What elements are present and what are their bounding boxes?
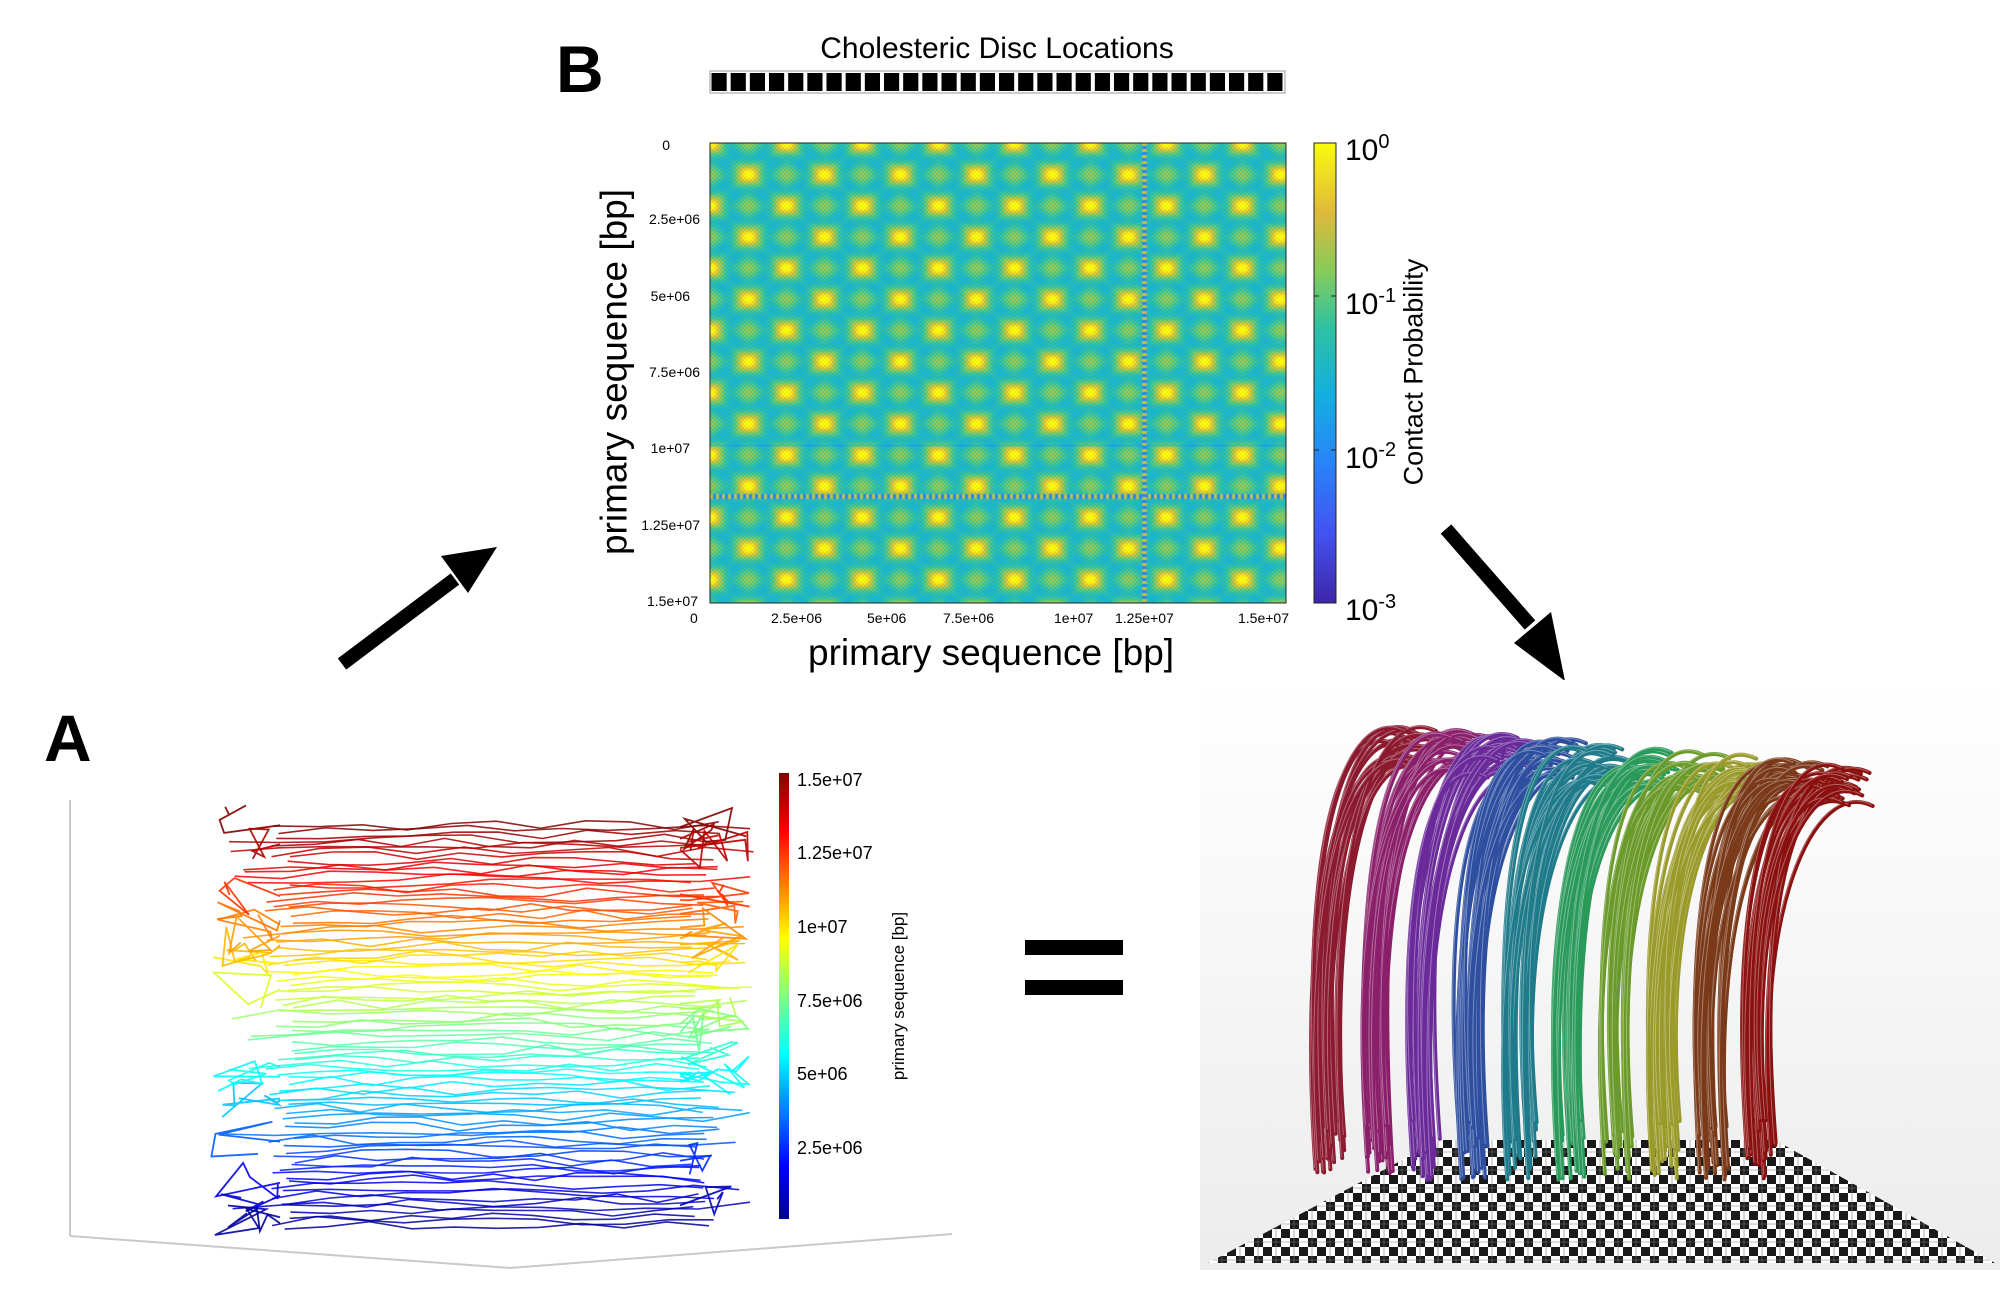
contact-colorbar	[1313, 142, 1337, 604]
y-tick-1: 2.5e+06	[649, 211, 700, 227]
polymer-3d-axes	[69, 800, 953, 1269]
y-tick-4: 1e+07	[650, 440, 690, 456]
seq-colorbar-tick-4: 5e+06	[797, 1064, 848, 1084]
x-tick-5: 1.25e+07	[1115, 610, 1174, 626]
contact-heatmap	[709, 142, 1287, 604]
colorbar-tick-0: 100	[1345, 131, 1390, 167]
x-tick-0: 0	[690, 610, 698, 626]
disc-track-title: Cholesteric Disc Locations	[820, 32, 1174, 65]
seq-colorbar-tick-1: 1.25e+07	[797, 843, 873, 863]
colorbar-tick-3: 10-3	[1345, 591, 1397, 627]
heatmap-ylabel: primary sequence [bp]	[593, 188, 635, 556]
sequence-colorbar	[779, 773, 789, 1219]
colorbar-label: Contact Probability	[1398, 258, 1429, 486]
seq-colorbar-tick-5: 2.5e+06	[797, 1138, 863, 1158]
equals-sign	[1025, 940, 1123, 995]
x-tick-4: 1e+07	[1054, 610, 1094, 626]
colorbar-tick-2: 10-2	[1345, 439, 1397, 475]
heatmap-xlabel: primary sequence [bp]	[808, 632, 1175, 673]
y-tick-0: 0	[662, 137, 670, 153]
x-tick-1: 2.5e+06	[771, 610, 822, 626]
panel-letter-a: A	[44, 701, 92, 775]
disc-track	[709, 70, 1286, 94]
polymer-render-structure	[1309, 724, 1875, 1182]
x-tick-6: 1.5e+07	[1238, 610, 1289, 626]
x-tick-3: 7.5e+06	[943, 610, 994, 626]
y-tick-5: 1.25e+07	[641, 517, 700, 533]
seq-colorbar-tick-0: 1.5e+07	[797, 770, 863, 790]
y-tick-2: 5e+06	[650, 288, 690, 304]
panel-letter-b: B	[556, 32, 604, 106]
x-tick-2: 5e+06	[867, 610, 907, 626]
seq-colorbar-tick-3: 7.5e+06	[797, 991, 863, 1011]
y-tick-6: 1.5e+07	[647, 593, 698, 609]
y-tick-3: 7.5e+06	[649, 364, 700, 380]
polymer-3d-structure	[210, 804, 754, 1236]
seq-colorbar-tick-2: 1e+07	[797, 917, 848, 937]
seq-colorbar-label: primary sequence [bp]	[889, 911, 908, 1081]
colorbar-tick-1: 10-1	[1345, 285, 1397, 321]
